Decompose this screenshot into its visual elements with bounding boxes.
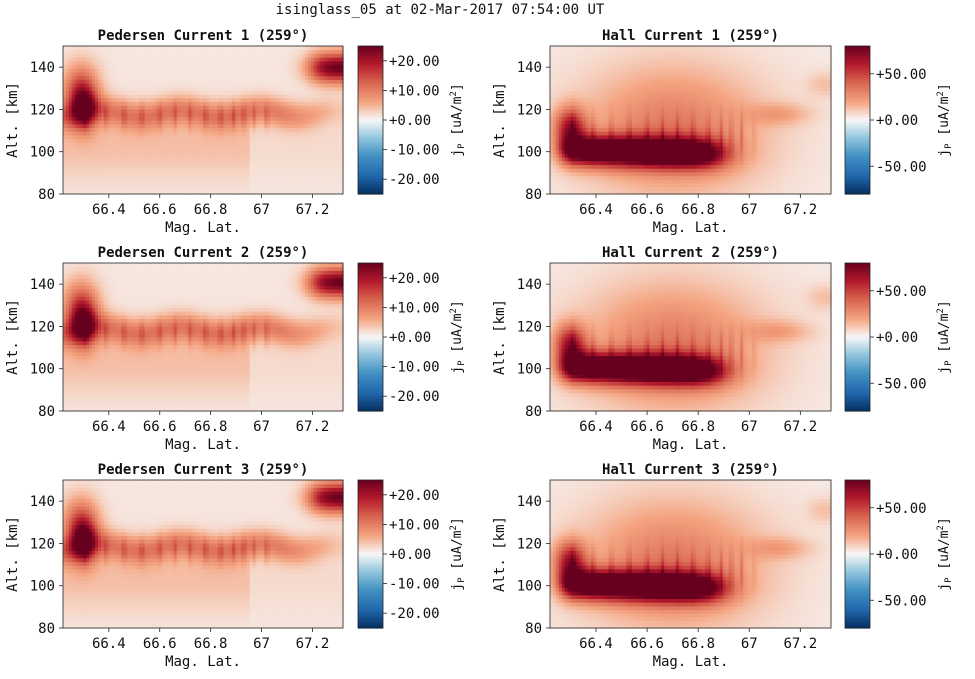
colorbar-label: jP [uA/m2] — [449, 83, 467, 156]
y-axis-label: Alt. [km] — [5, 82, 21, 158]
x-tick-label: 66.8 — [194, 202, 228, 218]
y-tick-label: 140 — [30, 60, 55, 76]
panel-ped1: 66.4 66.6 66.8 67 67.2 80 100 120 140 Pedersen Cu… — [5, 28, 467, 236]
colorbar-tick-label: +0.00 — [389, 113, 431, 129]
figure-title: isinglass_05 at 02-Mar-2017 07:54:00 UT — [276, 2, 605, 18]
heatmap-cells — [550, 46, 832, 195]
heatmap-cells — [63, 46, 344, 195]
colorbar-tick-label: +20.00 — [389, 54, 440, 70]
colorbar-tick-label: -10.00 — [389, 143, 440, 159]
x-tick-label: 66.4 — [92, 202, 126, 218]
colorbar-tick-label: +10.00 — [389, 83, 440, 99]
x-axis-label: Mag. Lat. — [165, 220, 241, 236]
y-tick-label: 120 — [30, 102, 55, 118]
x-tick-label: 67.2 — [296, 202, 330, 218]
y-tick-label: 100 — [30, 145, 55, 161]
colorbar-tick-label: -20.00 — [389, 172, 440, 188]
x-tick-label: 67 — [253, 202, 270, 218]
panels: 66.4 66.6 66.8 67 67.2 80 100 120 140 Pedersen Cu… — [5, 28, 954, 670]
panel-title: Pedersen Current 1 (259°) — [98, 28, 309, 44]
colorbar: +20.00 +10.00 +0.00 -10.00 -20.00 jP [uA/m2] — [358, 46, 467, 195]
y-tick-label: 80 — [38, 187, 55, 203]
x-tick-label: 66.6 — [143, 202, 177, 218]
